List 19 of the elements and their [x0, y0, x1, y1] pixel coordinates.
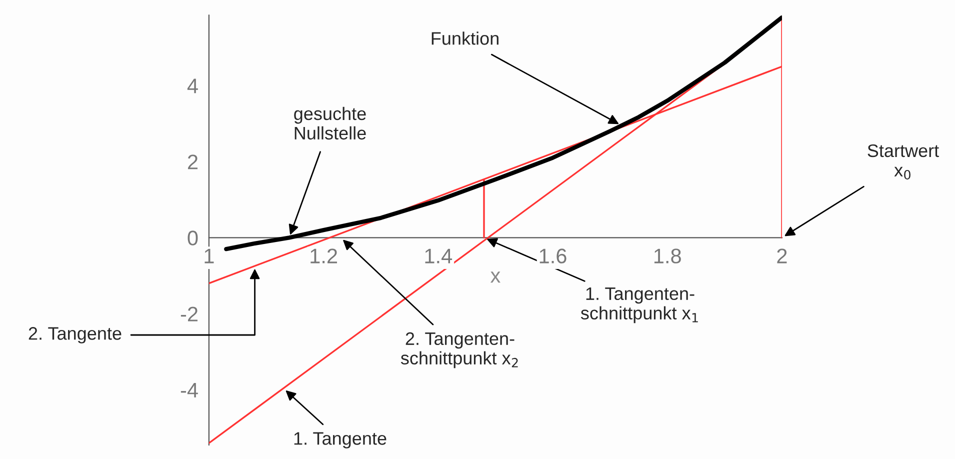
x-axis-title: x [490, 272, 500, 283]
annotation: 2. Tangenten- schnittpunkt x$_{2}$ [400, 332, 518, 368]
annotation: Startwert x$_{0}$ [868, 144, 939, 180]
y-tick-label: 2 [188, 154, 198, 170]
x-tick-label: 1.6 [540, 248, 566, 264]
x-tick-label: 2 [777, 248, 787, 264]
y-tick-label: -2 [180, 306, 198, 322]
x-tick-label: 1.8 [654, 248, 681, 264]
annotation: Funktion [432, 32, 498, 45]
x-tick-label: 1 [204, 248, 214, 264]
y-tick-label: -4 [180, 383, 198, 398]
annotation: gesuchte Nullstelle [294, 106, 366, 140]
x-tick-label: 1.2 [310, 248, 337, 264]
y-tick-label: 0 [188, 230, 198, 246]
annotation: 1. Tangente [294, 432, 386, 448]
annotation: 1. Tangenten- schnittpunkt x$_{1}$ [580, 287, 698, 324]
y-tick-label: 4 [187, 78, 198, 94]
annotation: 2. Tangente [28, 327, 122, 344]
x-tick-label: 1.4 [425, 248, 452, 264]
